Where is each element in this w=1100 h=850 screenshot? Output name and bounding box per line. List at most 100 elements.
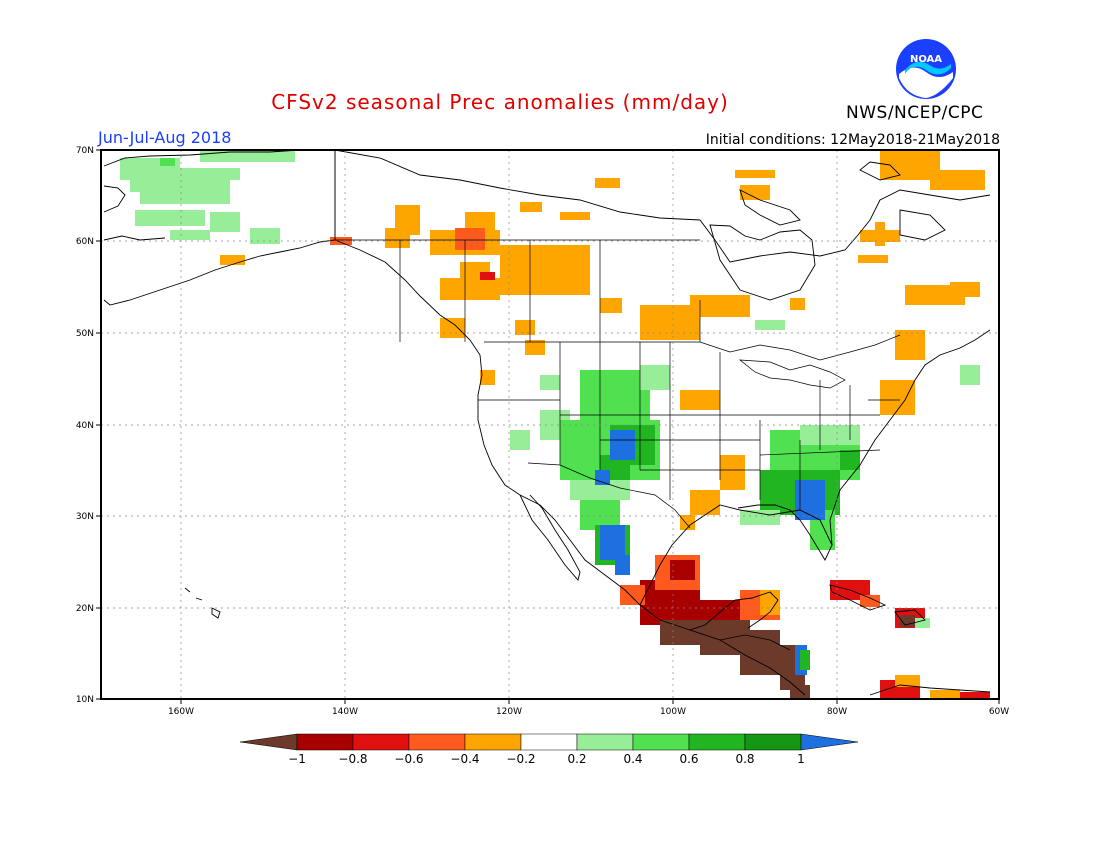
anomaly-cell [880,380,915,415]
lon-label-100w: 100W [660,707,686,717]
anomaly-cell [250,228,280,244]
colorbar-arrow-high [800,733,859,751]
anomaly-cell [525,340,545,355]
anomaly-cell [915,618,930,628]
colorbar-label: 1 [797,752,805,766]
anomaly-cell [960,692,990,699]
anomaly-cell [740,510,780,525]
anomaly-cell [620,585,645,605]
anomaly-cell [600,298,622,313]
colorbar-swatch [408,733,466,751]
anomaly-cell [160,158,175,166]
colorbar-arrow-low [239,733,298,751]
anomaly-cell [130,180,230,192]
anomaly-cell [220,255,245,265]
latitude-labels: 70N 60N 50N 40N 30N 20N 10N [76,146,94,705]
anomaly-cell [790,685,810,699]
anomaly-cell [515,320,535,335]
colorbar-label: 0.4 [623,752,642,766]
anomaly-cell [860,595,880,607]
anomaly-cell [680,515,695,530]
anomaly-cell [735,170,775,178]
anomaly-cell [595,178,620,188]
colorbar-swatch [688,733,746,751]
agency-label: NWS/NCEP/CPC [846,103,984,123]
anomaly-cell [170,230,210,240]
lat-label-10n: 10N [76,695,94,705]
season-period: Jun-Jul-Aug 2018 [98,128,232,147]
colorbar-label: 0.6 [679,752,698,766]
anomaly-cell [950,282,980,297]
anomaly-cell [540,375,560,390]
anomaly-cell [720,455,745,490]
anomaly-cell [895,330,925,360]
lon-label-80w: 80W [827,707,847,717]
anomaly-cell [755,320,785,330]
longitude-labels: 160W 140W 120W 100W 80W 60W [168,707,1009,717]
anomaly-cell [480,272,495,280]
lon-label-140w: 140W [332,707,358,717]
anomaly-cell [760,590,780,615]
ticks [96,149,1000,704]
anomaly-cell [875,222,885,246]
initial-conditions: Initial conditions: 12May2018-21May2018 [705,132,1000,148]
anomaly-cell [140,192,230,204]
anomaly-cell [690,295,750,317]
anomaly-cell [200,150,295,162]
anomaly-cell [455,228,485,250]
anomaly-cell [560,212,590,220]
colorbar-swatch [576,733,634,751]
anomaly-cell [640,365,670,390]
colorbar-label: −0.2 [506,752,535,766]
colorbar-label: 0.2 [567,752,586,766]
lon-label-160w: 160W [168,707,194,717]
anomaly-cell [440,278,500,300]
anomaly-cell [120,158,180,168]
anomaly-cell [480,370,495,385]
anomaly-cell [615,555,630,575]
lat-label-50n: 50N [76,329,94,339]
anomaly-cell [930,690,960,699]
anomaly-cell [840,450,860,470]
anomaly-cell [690,490,720,515]
colorbar-label: −1 [288,752,306,766]
anomaly-cell [670,560,695,580]
anomaly-cell [800,425,860,445]
anomaly-cell [600,525,625,560]
colorbar-label: 0.8 [735,752,754,766]
colorbar-swatch [464,733,522,751]
chart-title: CFSv2 seasonal Prec anomalies (mm/day) [0,90,1100,114]
anomaly-cell [610,430,635,460]
lat-label-40n: 40N [76,421,94,431]
anomaly-cell [120,168,240,180]
colorbar-label: −0.4 [450,752,479,766]
anomaly-cell [570,480,630,500]
lat-label-70n: 70N [76,146,94,156]
political-borders [334,150,901,651]
colorbar-swatch [520,733,578,751]
lon-label-60w: 60W [989,707,1009,717]
noaa-logo: NOAA [896,39,956,99]
anomaly-cell [580,370,650,420]
anomaly-cell [385,228,410,248]
anomaly-cell [500,245,590,295]
anomaly-cell [795,480,825,520]
anomaly-cell [210,212,240,232]
colorbar-label: −0.8 [338,752,367,766]
anomaly-cell [790,298,805,310]
anomaly-cell [520,202,542,212]
anomaly-cell [135,210,205,226]
anomaly-cell [440,318,465,338]
colorbar: −1 −0.8 −0.6 −0.4 −0.2 0.2 0.4 0.6 0.8 1 [239,733,859,766]
lat-label-60n: 60N [76,237,94,247]
graticule [101,150,999,699]
lat-label-30n: 30N [76,512,94,522]
anomaly-cell [930,170,985,190]
anomaly-cell [740,185,770,200]
anomaly-cell [595,470,610,485]
anomaly-cell [510,430,530,450]
colorbar-swatch [352,733,410,751]
colorbar-swatch [744,733,802,751]
map-panel: 70N 60N 50N 40N 30N 20N 10N 160W 140W 12… [76,146,1009,717]
